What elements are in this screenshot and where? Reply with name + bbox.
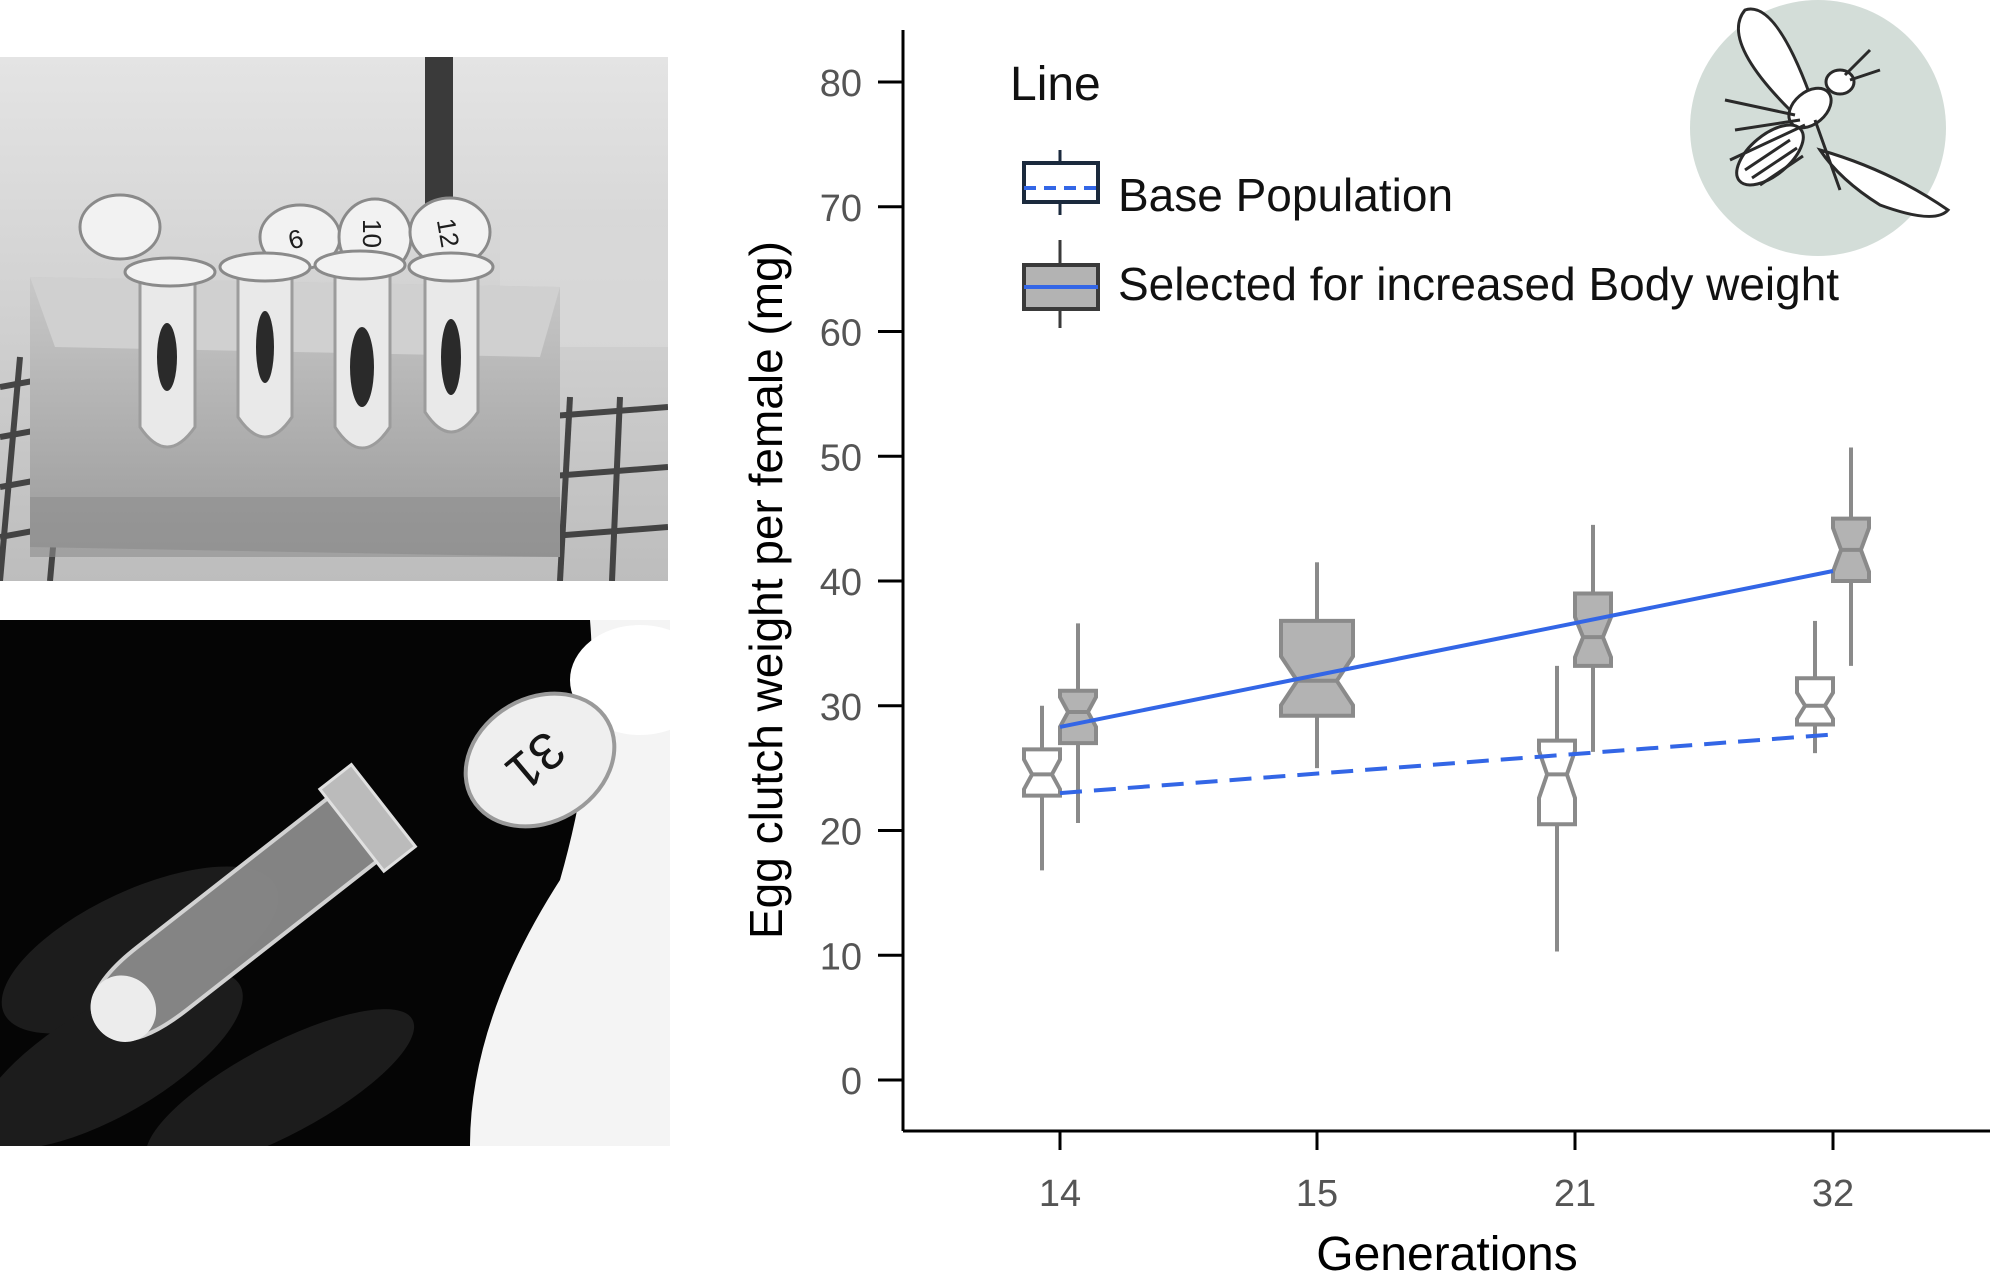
x-tick-label: 15 — [1296, 1173, 1338, 1215]
box-selected-gen-21 — [1573, 524, 1613, 752]
y-tick-label: 30 — [820, 687, 862, 729]
box-selected-gen-14 — [1058, 623, 1098, 824]
single-tube-photo: 31 — [0, 620, 670, 1146]
tube-rack-photo: 6 10 12 — [0, 57, 668, 581]
y-tick-label: 50 — [820, 437, 862, 479]
y-tick-label: 40 — [820, 562, 862, 604]
box-body — [1573, 591, 1613, 668]
x-tick-label: 32 — [1812, 1173, 1854, 1215]
box-base-gen-32 — [1795, 620, 1835, 754]
trend-line-base — [1059, 732, 1834, 796]
box-body — [1279, 618, 1355, 718]
box-body — [1537, 738, 1577, 827]
y-tick-label: 80 — [820, 63, 862, 105]
trend-line-selected — [1059, 569, 1834, 729]
box-body — [1795, 676, 1835, 727]
box-base-gen-14 — [1022, 705, 1062, 871]
y-tick-label: 70 — [820, 188, 862, 230]
x-axis-label: Generations — [1316, 1228, 1578, 1281]
box-base-gen-21 — [1537, 665, 1577, 952]
rack-label-2: 10 — [357, 219, 387, 248]
legend-title: Line — [1010, 58, 1101, 111]
legend-key-base — [1022, 150, 1100, 215]
y-tick-label: 20 — [820, 812, 862, 854]
box-body — [1058, 688, 1098, 746]
legend-key-selected — [1022, 240, 1100, 328]
box-selected-gen-32 — [1831, 447, 1871, 666]
y-tick-label: 60 — [820, 313, 862, 355]
legend-label-selected: Selected for increased Body weight — [1118, 258, 1839, 310]
y-axis-label: Egg clutch weight per female (mg) — [740, 241, 792, 939]
y-tick-label: 10 — [820, 936, 862, 978]
y-tick-label: 0 — [841, 1061, 862, 1103]
box-selected-gen-15 — [1279, 562, 1355, 769]
rack-label-3: 12 — [431, 216, 466, 250]
x-tick-label: 21 — [1554, 1173, 1596, 1215]
fly-icon — [1690, 0, 1951, 256]
x-tick-label: 14 — [1039, 1173, 1081, 1215]
legend: Line Base Population Selected for increa… — [1010, 58, 1839, 328]
legend-label-base: Base Population — [1118, 169, 1453, 221]
